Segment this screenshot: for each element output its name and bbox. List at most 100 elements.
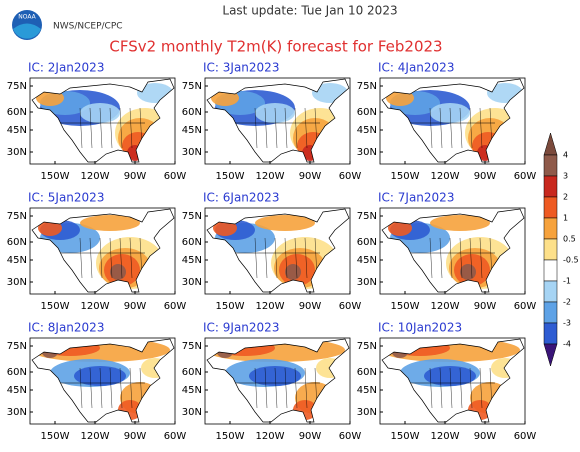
colorbar-segment bbox=[543, 259, 558, 282]
border bbox=[294, 237, 298, 279]
anomaly-blob bbox=[424, 366, 476, 386]
colorbar-label: 1 bbox=[563, 214, 568, 223]
title: CFSv2 monthly T2m(K) forecast for Feb202… bbox=[109, 38, 442, 56]
border bbox=[479, 237, 483, 279]
border bbox=[439, 107, 443, 149]
colorbar-label: 3 bbox=[563, 172, 568, 181]
lat-label: 60N bbox=[357, 367, 377, 378]
anomaly-blob bbox=[255, 103, 295, 123]
lat-label: 60N bbox=[7, 107, 27, 118]
lon-label: 150W bbox=[41, 171, 70, 182]
border bbox=[264, 367, 268, 409]
border bbox=[89, 107, 93, 149]
lon-label: 60W bbox=[514, 431, 537, 442]
anomaly-blob bbox=[430, 103, 470, 123]
colorbar: 4 3 2 1 0.5 -0.5 -1 -2 -3 -4 bbox=[543, 132, 579, 367]
border bbox=[294, 107, 298, 149]
map-frame bbox=[379, 77, 526, 165]
panel-label: IC: 9Jan2023 bbox=[203, 321, 279, 335]
lat-label: 75N bbox=[357, 81, 377, 92]
border bbox=[459, 367, 463, 409]
anomaly-blob bbox=[386, 90, 414, 106]
colorbar-segment bbox=[543, 322, 558, 345]
colorbar-label: -2 bbox=[563, 298, 571, 307]
lat-label: 45N bbox=[357, 385, 377, 396]
map-frame bbox=[204, 207, 351, 295]
border bbox=[429, 107, 433, 149]
map-frame bbox=[204, 337, 351, 425]
lon-label: 90W bbox=[124, 301, 147, 312]
colorbar-segment bbox=[543, 154, 558, 177]
lat-label: 30N bbox=[357, 407, 377, 418]
border bbox=[254, 367, 258, 409]
lon-label: 120W bbox=[431, 431, 460, 442]
lat-label: 30N bbox=[182, 277, 202, 288]
anomaly-blob bbox=[38, 220, 62, 236]
border bbox=[264, 107, 268, 149]
lon-label: 120W bbox=[256, 431, 285, 442]
updated: Last update: Tue Jan 10 2023 bbox=[222, 4, 397, 18]
logo-text: NOAA bbox=[18, 14, 36, 21]
border bbox=[99, 367, 103, 409]
panel-label: IC: 4Jan2023 bbox=[378, 61, 454, 75]
border bbox=[109, 237, 113, 279]
lon-label: 150W bbox=[391, 431, 420, 442]
panel-label: IC: 8Jan2023 bbox=[28, 321, 104, 335]
colorbar-segment bbox=[543, 217, 558, 240]
map-frame bbox=[29, 77, 176, 165]
border bbox=[274, 237, 278, 279]
anomaly-blob bbox=[80, 215, 140, 231]
lon-label: 60W bbox=[164, 431, 187, 442]
lon-label: 60W bbox=[164, 171, 187, 182]
lat-label: 45N bbox=[7, 255, 27, 266]
border bbox=[119, 107, 123, 149]
lon-label: 150W bbox=[216, 431, 245, 442]
colorbar-label: -0.5 bbox=[563, 256, 579, 265]
lat-label: 60N bbox=[357, 107, 377, 118]
lon-label: 120W bbox=[256, 171, 285, 182]
colorbar-label: -1 bbox=[563, 277, 571, 286]
lat-label: 60N bbox=[182, 107, 202, 118]
border bbox=[129, 107, 133, 149]
colorbar-label: 4 bbox=[563, 151, 568, 160]
border bbox=[439, 367, 443, 409]
border bbox=[79, 237, 83, 279]
lon-label: 60W bbox=[164, 301, 187, 312]
border bbox=[449, 367, 453, 409]
lat-label: 75N bbox=[7, 341, 27, 352]
border bbox=[449, 237, 453, 279]
lat-label: 75N bbox=[7, 81, 27, 92]
lat-label: 30N bbox=[7, 147, 27, 158]
panel-label: IC: 2Jan2023 bbox=[28, 61, 104, 75]
anomaly-blob bbox=[36, 90, 64, 106]
border bbox=[254, 237, 258, 279]
anomaly-blob bbox=[211, 90, 239, 106]
anomaly-blob bbox=[285, 264, 301, 280]
anomaly-blob bbox=[460, 264, 476, 280]
logo-wave bbox=[13, 23, 41, 39]
lon-label: 90W bbox=[299, 431, 322, 442]
lon-label: 150W bbox=[41, 431, 70, 442]
border bbox=[294, 367, 298, 409]
anomaly-blob bbox=[388, 220, 412, 236]
lon-label: 120W bbox=[431, 301, 460, 312]
lon-label: 150W bbox=[391, 171, 420, 182]
lat-label: 75N bbox=[357, 211, 377, 222]
colorbar-cap bbox=[543, 343, 558, 367]
border bbox=[274, 367, 278, 409]
lat-label: 75N bbox=[182, 81, 202, 92]
border bbox=[79, 107, 83, 149]
lon-label: 90W bbox=[474, 431, 497, 442]
border bbox=[459, 237, 463, 279]
lon-label: 60W bbox=[514, 301, 537, 312]
anomaly-blob bbox=[80, 103, 120, 123]
lon-label: 120W bbox=[256, 301, 285, 312]
border bbox=[439, 237, 443, 279]
border bbox=[89, 367, 93, 409]
lat-label: 30N bbox=[357, 277, 377, 288]
border bbox=[479, 107, 483, 149]
